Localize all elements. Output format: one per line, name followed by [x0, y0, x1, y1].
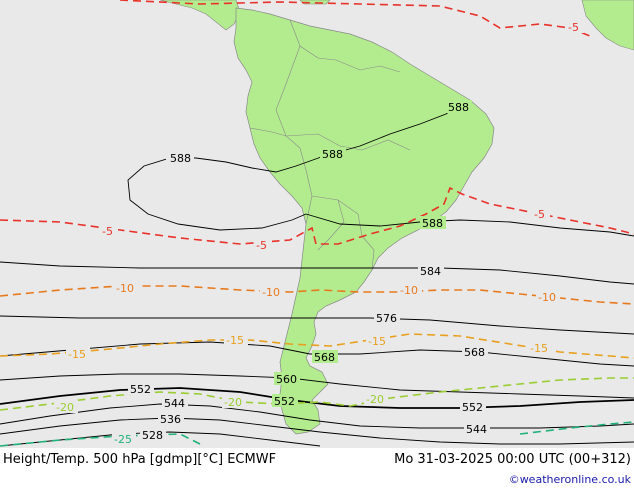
height-label: 568	[464, 346, 485, 359]
height-label: 588	[448, 101, 469, 114]
height-label: 528	[142, 429, 163, 442]
isotherm-minus5-north	[119, 0, 591, 37]
temp-label: -15	[530, 342, 548, 355]
height-label: 552	[462, 401, 483, 414]
map-footer	[0, 448, 634, 490]
height-label: 552	[274, 395, 295, 408]
height-label: 544	[164, 397, 185, 410]
height-label: 588	[322, 148, 343, 161]
country-borders	[249, 19, 411, 271]
temp-label: -5	[568, 21, 579, 34]
temp-label: -15	[368, 335, 386, 348]
contour-544	[0, 403, 634, 429]
temp-label: -10	[538, 291, 556, 304]
credit-link[interactable]: ©weatheronline.co.uk	[508, 473, 631, 486]
height-label: 560	[276, 373, 297, 386]
temp-label: -20	[366, 393, 384, 406]
height-label: 576	[376, 312, 397, 325]
contour-560	[0, 373, 634, 399]
central-america-land	[159, 0, 241, 31]
temp-label: -25	[114, 433, 132, 446]
temp-label: -5	[102, 225, 113, 238]
temp-label: -10	[400, 284, 418, 297]
temperature-labels: -5 -5 -5 -5 -10 -10 -10 -10 -15 -15 -15 …	[54, 20, 584, 446]
contour-576	[0, 315, 634, 335]
contour-584	[0, 261, 634, 285]
map-timestamp: Mo 31-03-2025 00:00 UTC (00+312)	[394, 452, 631, 467]
temp-label: -10	[262, 286, 280, 299]
isotherm-minus5-south	[0, 186, 634, 245]
temp-label: -15	[226, 334, 244, 347]
africa-land	[581, 0, 634, 51]
contour-536	[0, 417, 634, 445]
height-label: 536	[160, 413, 181, 426]
temp-label: -10	[116, 282, 134, 295]
map-title: Height/Temp. 500 hPa [gdmp][°C] ECMWF	[3, 452, 277, 467]
temp-label: -20	[56, 401, 74, 414]
contour-588-south	[305, 213, 634, 237]
height-label: 588	[422, 217, 443, 230]
height-label: 588	[170, 152, 191, 165]
height-label: 568	[314, 351, 335, 364]
temp-label: -15	[68, 348, 86, 361]
height-labels: 588 588 588 588 584 576 568 568 560 552 …	[128, 100, 490, 442]
temp-label: -5	[256, 239, 267, 252]
height-label: 552	[130, 383, 151, 396]
contour-528	[0, 431, 321, 447]
contour-588-loop	[127, 157, 307, 231]
temp-label: -20	[224, 396, 242, 409]
height-label: 544	[466, 423, 487, 436]
temp-label: -5	[534, 208, 545, 221]
height-label: 584	[420, 265, 441, 278]
